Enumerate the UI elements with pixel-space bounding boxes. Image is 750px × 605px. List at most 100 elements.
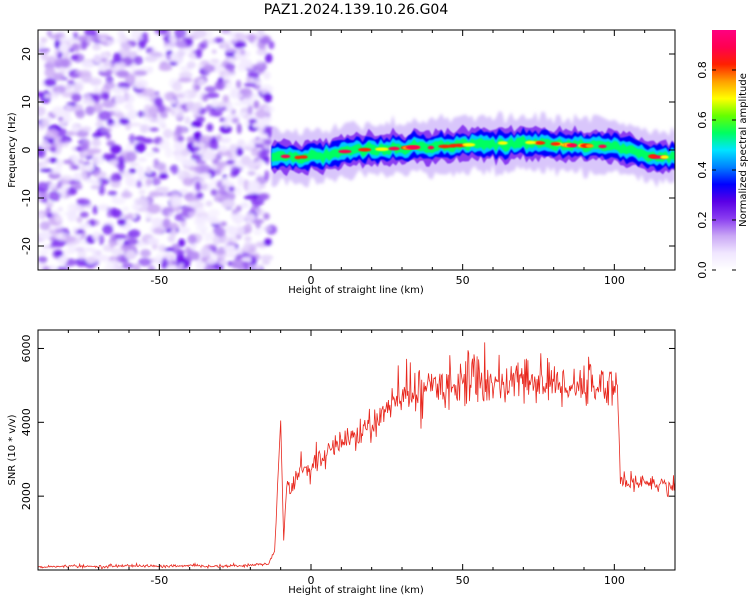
spectrogram-noise-blob — [70, 54, 79, 61]
spectrogram-noise-blob — [221, 178, 228, 186]
spectrogram-noise-blob — [126, 213, 134, 220]
spectrogram-noise-blob — [177, 49, 185, 58]
spectrogram-noise-blob — [138, 189, 146, 195]
y-tick-label: -20 — [20, 237, 33, 255]
spectrogram-noise-blob — [255, 109, 267, 119]
spectrogram-noise-blob — [113, 52, 122, 63]
spectrogram-noise-blob — [239, 58, 253, 70]
colorbar-tick-label: 0.0 — [696, 261, 709, 279]
snr-y-label: SNR (10 * v/v) — [7, 414, 18, 485]
spectrogram-noise-blob — [264, 170, 270, 181]
snr-frame — [37, 329, 676, 571]
ridge-peak — [338, 149, 352, 154]
spectrogram-noise-blob — [229, 91, 244, 100]
spectrogram-noise-blob — [48, 183, 58, 189]
spectrogram-noise-blob — [236, 186, 242, 196]
ridge-peak — [427, 145, 435, 150]
spectrogram-noise-blob — [121, 262, 135, 269]
spectrogram-noise-blob — [202, 64, 216, 73]
spectrogram-noise-blob — [247, 181, 259, 191]
spectrogram-noise-blob — [231, 35, 237, 44]
spectrogram-noise-blob — [230, 236, 238, 247]
spectrogram-noise-blob — [144, 55, 158, 63]
spectrogram-noise-blob — [159, 111, 168, 119]
spectrogram-noise-blob — [44, 93, 50, 99]
spectrogram-noise-blob — [81, 40, 88, 50]
spectrogram-noise-blob — [108, 159, 119, 165]
spectrogram-noise-blob — [190, 153, 203, 161]
spectrogram-noise-blob — [49, 236, 57, 241]
ridge-peak — [294, 155, 302, 160]
spectrogram-noise-blob — [250, 256, 257, 268]
spectrogram-noise-blob — [71, 93, 82, 102]
ridge-peak — [497, 141, 508, 145]
spectrogram-noise-blob — [77, 35, 89, 42]
spectrogram-noise-blob — [223, 73, 237, 78]
spectrogram-noise-blob — [120, 191, 133, 199]
spectrogram-noise-blob — [103, 61, 113, 67]
spectrogram-noise-blob — [56, 265, 69, 270]
spectrogram-noise-blob — [233, 101, 244, 107]
spectrogram-ticks: -50 0 50 100 -20 -10 0 10 20 — [20, 30, 676, 287]
spectrogram-noise-blob — [80, 126, 92, 132]
spectrogram-noise-blob — [108, 122, 122, 128]
spectrogram-noise-blob — [261, 259, 271, 265]
colorbar-tick-label: 0.4 — [696, 161, 709, 179]
spectrogram-noise-blob — [203, 265, 216, 270]
spectrogram-noise-blob — [82, 161, 91, 166]
spectrogram-noise-blob — [76, 198, 91, 206]
spectrogram-noise-blob — [85, 105, 95, 116]
spectrogram-noise-blob — [209, 143, 220, 150]
spectrogram-noise-blob — [211, 99, 219, 108]
spectrogram-noise-blob — [95, 122, 105, 127]
spectrogram-noise-blob — [138, 175, 147, 181]
spectrogram-noise-blob — [247, 104, 253, 115]
spectrogram-noise-blob — [49, 33, 62, 40]
spectrogram-noise-blob — [181, 158, 196, 167]
spectrogram-noise-blob — [92, 170, 107, 179]
spectrogram-noise-blob — [134, 79, 149, 89]
spectrogram-noise-blob — [260, 84, 274, 95]
spectrogram-noise-blob — [256, 208, 265, 216]
spectrogram-y-label: Frequency (Hz) — [7, 112, 18, 188]
spectrogram-noise-blob — [50, 226, 62, 232]
spectrogram-noise-blob — [230, 166, 240, 176]
ridge-peak — [598, 144, 607, 149]
spectrogram-noise-blob — [247, 170, 256, 176]
spectrogram-noise — [38, 30, 277, 270]
y-tick-label: -10 — [20, 189, 33, 207]
spectrogram-noise-blob — [250, 148, 261, 157]
spectrogram-noise-blob — [177, 135, 185, 143]
spectrogram-noise-blob — [142, 138, 154, 144]
ridge-peak — [648, 154, 657, 159]
spectrogram-noise-blob — [127, 238, 139, 245]
spectrogram-noise-blob — [199, 247, 210, 258]
spectrogram-noise-blob — [82, 171, 88, 181]
spectrogram-noise-blob — [178, 77, 193, 83]
spectrogram-noise-blob — [219, 259, 228, 266]
spectrogram-noise-blob — [118, 87, 130, 93]
spectrogram-noise-blob — [39, 168, 53, 173]
spectrogram-noise-blob — [236, 123, 242, 135]
spectrogram-noise-blob — [70, 182, 83, 189]
spectrogram-noise-blob — [243, 195, 255, 200]
spectrogram-noise-blob — [263, 92, 273, 103]
spectrogram-noise-blob — [106, 140, 116, 147]
spectrogram-noise-blob — [244, 213, 256, 222]
spectrogram-noise-blob — [184, 116, 191, 125]
spectrogram-noise-blob — [199, 135, 214, 142]
spectrogram-noise-blob — [261, 139, 274, 146]
spectrogram-noise-blob — [216, 134, 222, 141]
colorbar: 0.0 0.2 0.4 0.6 0.8 Normalized spectral ampl… — [696, 30, 749, 279]
spectrogram-noise-blob — [128, 168, 137, 174]
spectrogram-noise-blob — [220, 235, 233, 245]
spectrogram-noise-blob — [98, 184, 106, 196]
spectrogram-noise-blob — [186, 61, 196, 69]
spectrogram-noise-blob — [136, 165, 145, 177]
spectrogram-noise-blob — [208, 208, 220, 218]
spectrogram-noise-blob — [55, 159, 64, 169]
spectrogram-noise-blob — [208, 244, 217, 251]
spectrogram-noise-blob — [39, 221, 51, 231]
